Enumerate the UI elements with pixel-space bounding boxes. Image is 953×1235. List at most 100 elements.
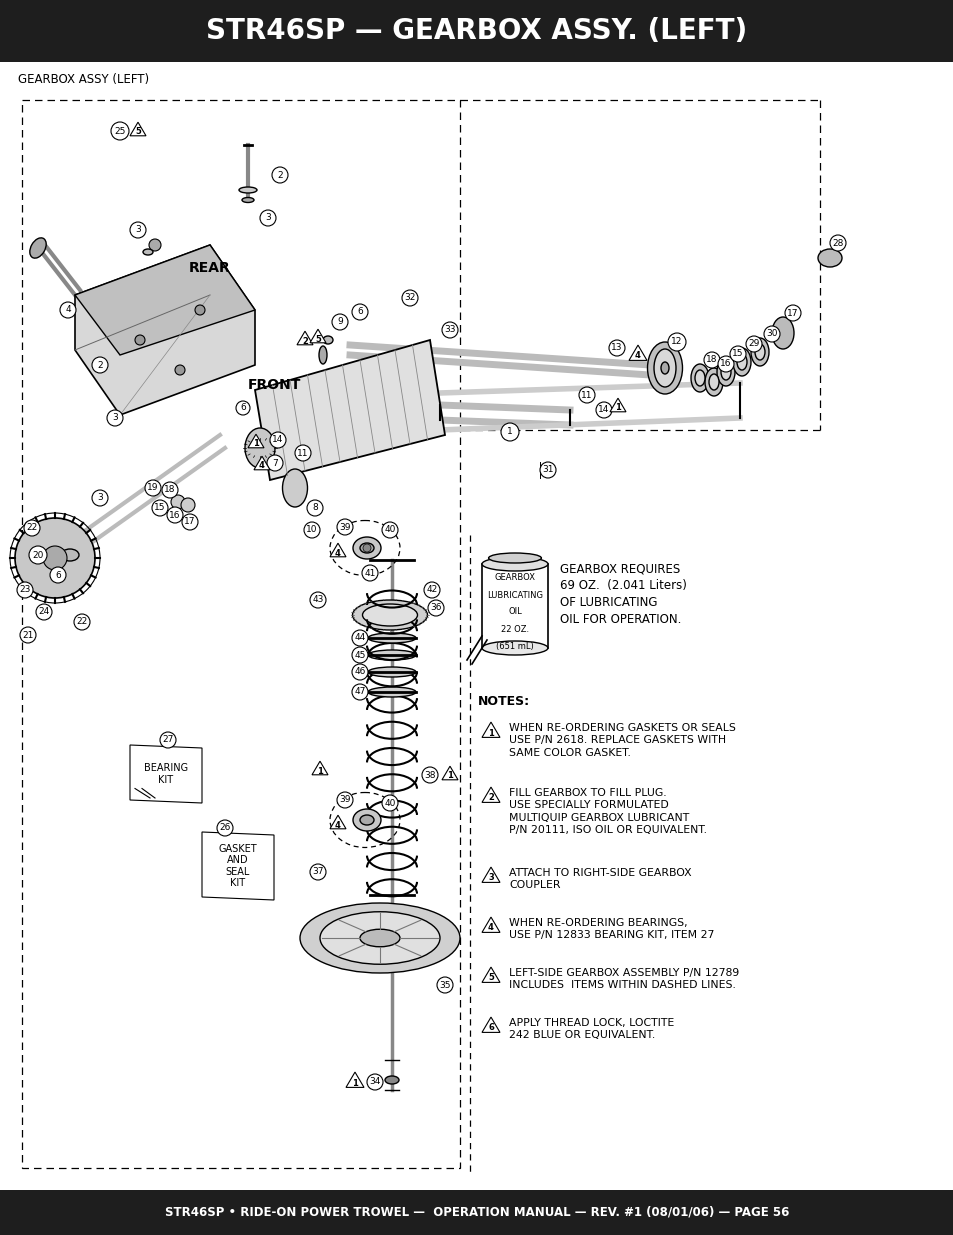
Text: NOTES:: NOTES: xyxy=(477,695,530,708)
Text: 2: 2 xyxy=(302,336,308,346)
Text: 16: 16 xyxy=(720,359,731,368)
Circle shape xyxy=(174,366,185,375)
Text: 2: 2 xyxy=(277,170,282,179)
Text: 17: 17 xyxy=(786,309,798,317)
Circle shape xyxy=(500,424,518,441)
Text: 42: 42 xyxy=(426,585,437,594)
Circle shape xyxy=(272,167,288,183)
Circle shape xyxy=(310,864,326,881)
Polygon shape xyxy=(609,398,625,411)
Circle shape xyxy=(307,500,323,516)
Text: 35: 35 xyxy=(438,981,450,989)
Ellipse shape xyxy=(318,346,327,364)
Circle shape xyxy=(17,582,33,598)
Polygon shape xyxy=(130,122,146,136)
Bar xyxy=(22,100,459,1168)
Text: 6: 6 xyxy=(488,1024,494,1032)
Polygon shape xyxy=(75,245,254,354)
Text: STR46SP — GEARBOX ASSY. (LEFT): STR46SP — GEARBOX ASSY. (LEFT) xyxy=(206,17,747,44)
Text: 19: 19 xyxy=(147,483,158,493)
Circle shape xyxy=(216,820,233,836)
Text: 6: 6 xyxy=(55,571,61,579)
Text: GEARBOX: GEARBOX xyxy=(494,573,535,583)
Ellipse shape xyxy=(323,336,333,345)
Text: 43: 43 xyxy=(312,595,323,604)
Text: GEARBOX REQUIRES
69 OZ.  (2.041 Liters)
OF LUBRICATING
OIL FOR OPERATION.: GEARBOX REQUIRES 69 OZ. (2.041 Liters) O… xyxy=(559,562,686,626)
Circle shape xyxy=(361,564,377,580)
Circle shape xyxy=(24,520,40,536)
Text: 4: 4 xyxy=(635,352,640,361)
Polygon shape xyxy=(481,967,499,982)
Text: 3: 3 xyxy=(135,226,141,235)
Text: 29: 29 xyxy=(747,340,759,348)
Text: 37: 37 xyxy=(312,867,323,877)
Text: 24: 24 xyxy=(38,608,50,616)
Text: 31: 31 xyxy=(541,466,553,474)
Circle shape xyxy=(363,543,371,552)
Ellipse shape xyxy=(352,600,427,630)
Circle shape xyxy=(135,335,145,345)
Text: 1: 1 xyxy=(615,404,620,412)
Text: 4: 4 xyxy=(65,305,71,315)
Bar xyxy=(0,0,953,62)
Text: STR46SP • RIDE-ON POWER TROWEL —  OPERATION MANUAL — REV. #1 (08/01/06) — PAGE 5: STR46SP • RIDE-ON POWER TROWEL — OPERATI… xyxy=(165,1205,788,1219)
Text: 38: 38 xyxy=(424,771,436,779)
Circle shape xyxy=(194,305,205,315)
Text: 39: 39 xyxy=(339,522,351,531)
Text: 27: 27 xyxy=(162,736,173,745)
Circle shape xyxy=(111,122,129,140)
Text: 46: 46 xyxy=(354,667,365,677)
Text: GEARBOX ASSY (LEFT): GEARBOX ASSY (LEFT) xyxy=(18,74,149,86)
Circle shape xyxy=(539,462,556,478)
Text: 4: 4 xyxy=(259,462,265,471)
Ellipse shape xyxy=(754,345,764,359)
Circle shape xyxy=(667,333,685,351)
Circle shape xyxy=(130,222,146,238)
Text: 1: 1 xyxy=(253,440,258,448)
Circle shape xyxy=(267,454,283,471)
Circle shape xyxy=(15,517,95,598)
Text: 4: 4 xyxy=(488,924,494,932)
Circle shape xyxy=(367,1074,382,1091)
Circle shape xyxy=(181,498,194,513)
Circle shape xyxy=(60,303,76,317)
Text: 5: 5 xyxy=(135,127,141,137)
Text: 44: 44 xyxy=(354,634,365,642)
Ellipse shape xyxy=(708,374,719,390)
Polygon shape xyxy=(441,766,457,779)
Circle shape xyxy=(578,387,595,403)
Ellipse shape xyxy=(732,348,750,375)
Ellipse shape xyxy=(817,249,841,267)
Circle shape xyxy=(260,210,275,226)
Ellipse shape xyxy=(359,929,399,947)
Ellipse shape xyxy=(359,815,374,825)
Ellipse shape xyxy=(245,429,274,468)
Circle shape xyxy=(703,352,720,368)
Ellipse shape xyxy=(30,238,46,258)
Circle shape xyxy=(423,582,439,598)
Circle shape xyxy=(729,346,745,362)
Circle shape xyxy=(162,482,178,498)
Text: 45: 45 xyxy=(354,651,365,659)
Ellipse shape xyxy=(750,338,768,366)
Text: WHEN RE-ORDERING GASKETS OR SEALS
USE P/N 2618. REPLACE GASKETS WITH
SAME COLOR : WHEN RE-ORDERING GASKETS OR SEALS USE P/… xyxy=(509,722,735,758)
Circle shape xyxy=(145,480,161,496)
Ellipse shape xyxy=(695,370,704,387)
Polygon shape xyxy=(330,543,346,557)
Ellipse shape xyxy=(647,342,681,394)
Circle shape xyxy=(608,340,624,356)
Text: 3: 3 xyxy=(112,414,118,422)
Circle shape xyxy=(421,767,437,783)
Text: 2: 2 xyxy=(97,361,103,369)
Ellipse shape xyxy=(319,911,439,965)
Text: 21: 21 xyxy=(22,631,33,640)
Circle shape xyxy=(441,322,457,338)
Text: 33: 33 xyxy=(444,326,456,335)
Circle shape xyxy=(436,977,453,993)
Text: 41: 41 xyxy=(364,568,375,578)
Text: REAR: REAR xyxy=(189,261,231,275)
Text: 36: 36 xyxy=(430,604,441,613)
Ellipse shape xyxy=(720,364,730,380)
Text: 16: 16 xyxy=(169,510,180,520)
Ellipse shape xyxy=(737,354,746,370)
